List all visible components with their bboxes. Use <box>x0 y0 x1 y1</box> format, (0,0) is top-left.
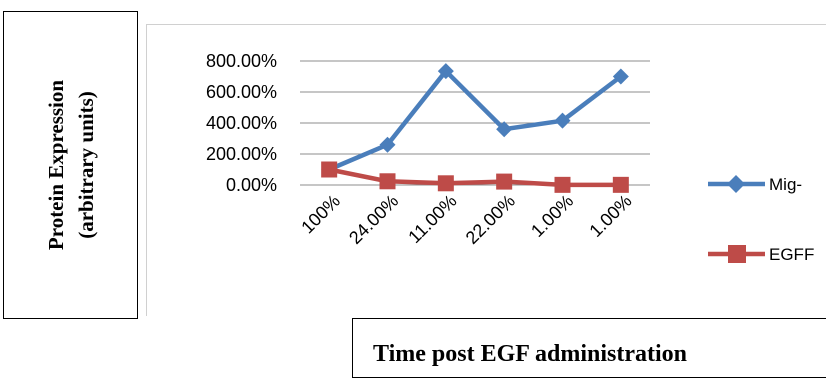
legend-marker-diamond <box>727 175 745 193</box>
y-tick-label: 800.00% <box>206 51 277 71</box>
x-tick-labels: 100% 24.00% 11.00% 22.00% 1.00% 1.00% <box>297 191 635 248</box>
x-axis-label-box: Time post EGF administration <box>352 318 826 378</box>
data-point-diamond <box>554 112 571 129</box>
data-point-diamond <box>612 68 629 85</box>
y-axis-label-box: Protein Expression (arbitrary units) <box>3 11 138 319</box>
x-tick-label: 24.00% <box>345 191 402 248</box>
chart-frame <box>146 24 826 316</box>
x-tick-label: 100% <box>297 191 344 238</box>
data-point-square <box>437 175 454 192</box>
y-tick-label: 0.00% <box>226 175 277 195</box>
data-point-diamond <box>496 121 513 138</box>
series-line-1 <box>328 167 621 188</box>
line-chart: 0.00% 200.00% 400.00% 600.00% 800.00% 100% 24… <box>206 51 814 264</box>
series-line-0 <box>328 68 623 172</box>
x-tick-label: 22.00% <box>462 191 519 248</box>
data-point-square <box>554 176 571 193</box>
legend: Mig- EGFF <box>708 175 814 264</box>
legend-label: EGFF <box>769 245 814 264</box>
data-point-diamond <box>379 136 396 153</box>
y-axis-label: Protein Expression (arbitrary units) <box>41 80 101 250</box>
legend-marker-square <box>728 245 746 263</box>
y-tick-label: 200.00% <box>206 144 277 164</box>
y-tick-label: 400.00% <box>206 113 277 133</box>
y-tick-label: 600.00% <box>206 82 277 102</box>
data-point-diamond <box>437 63 454 80</box>
series-group <box>321 63 629 193</box>
legend-label: Mig- <box>769 175 802 194</box>
x-axis-label: Time post EGF administration <box>373 341 688 367</box>
x-tick-label: 11.00% <box>404 191 460 247</box>
data-point-square <box>379 173 396 190</box>
y-axis-label-line2: (arbitrary units) <box>73 91 98 239</box>
data-point-square <box>612 176 629 193</box>
x-tick-label: 1.00% <box>585 191 635 241</box>
y-tick-labels: 0.00% 200.00% 400.00% 600.00% 800.00% <box>206 51 277 195</box>
data-point-square <box>321 161 338 178</box>
data-point-square <box>496 173 513 190</box>
gridlines <box>300 60 650 186</box>
x-tick-label: 1.00% <box>527 191 577 241</box>
y-axis-label-line1: Protein Expression <box>43 79 68 251</box>
